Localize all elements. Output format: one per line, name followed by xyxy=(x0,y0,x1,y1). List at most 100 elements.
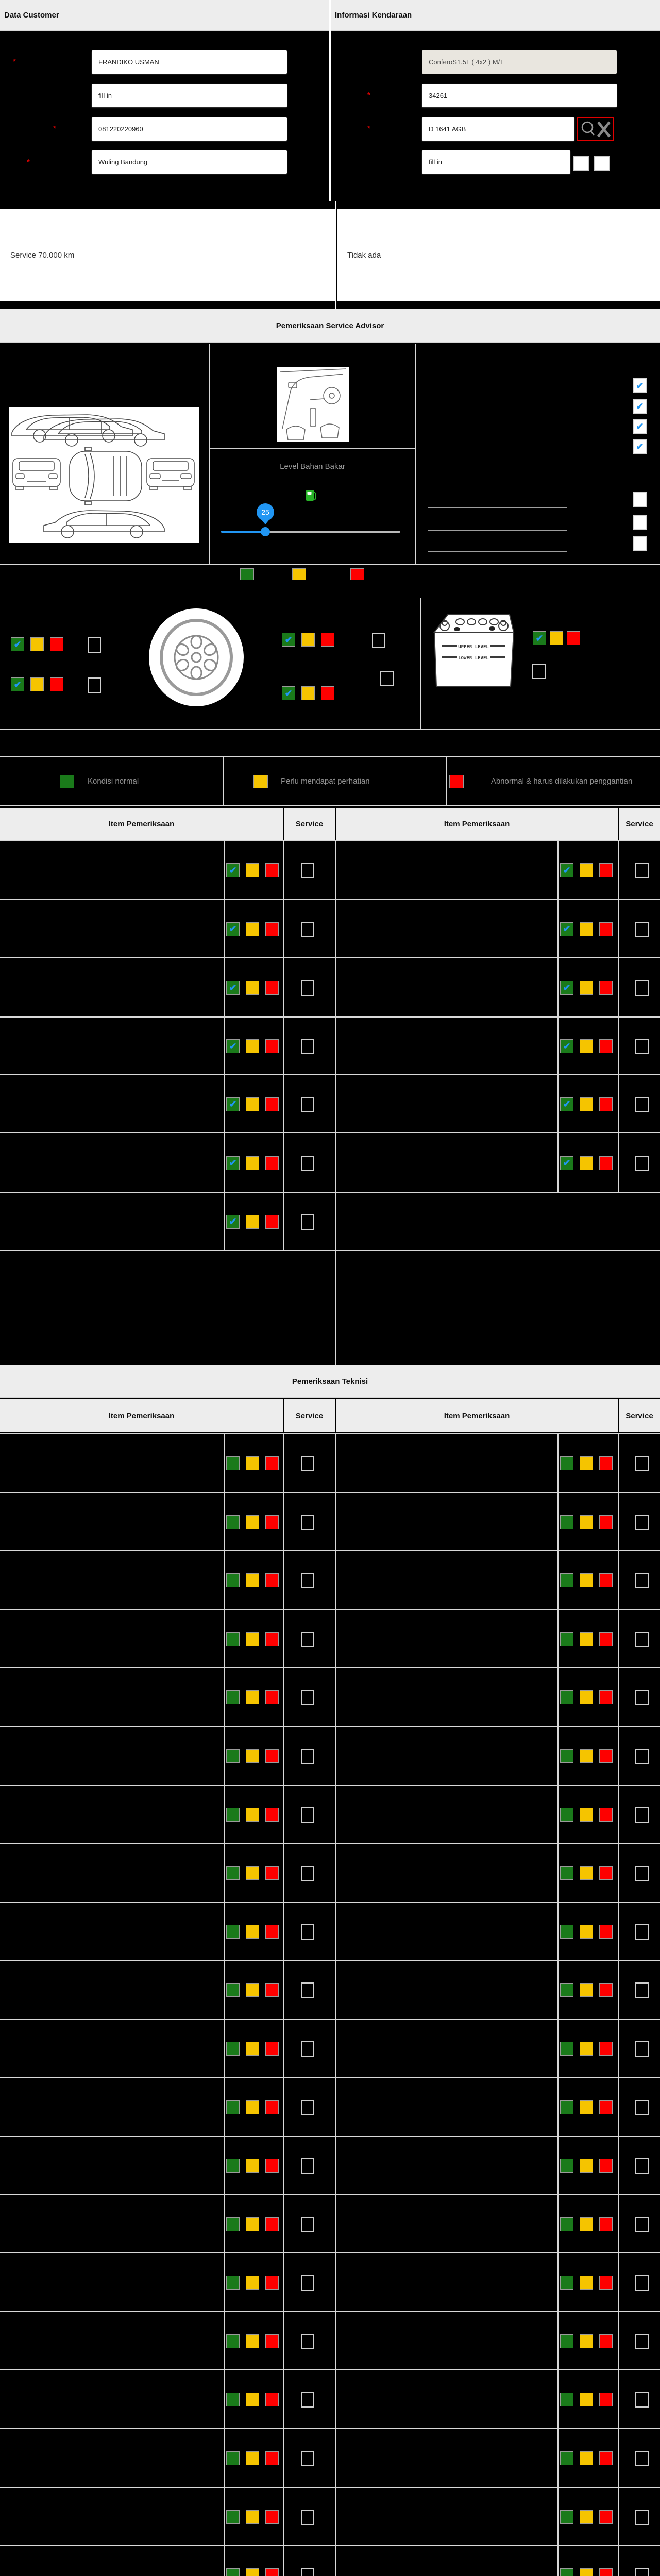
status-box[interactable] xyxy=(265,2042,279,2056)
status-box[interactable] xyxy=(246,1214,259,1229)
service-checkbox[interactable] xyxy=(635,1456,649,1471)
car-body-diagram[interactable] xyxy=(9,407,199,543)
status-box[interactable]: ✔ xyxy=(226,1214,240,1229)
service-checkbox[interactable] xyxy=(635,2041,649,2057)
status-box[interactable] xyxy=(580,2276,593,2290)
status-box[interactable] xyxy=(599,2451,613,2465)
status-box[interactable] xyxy=(265,1156,279,1170)
status-box[interactable] xyxy=(560,1807,573,1822)
status-box[interactable] xyxy=(550,631,563,645)
status-box[interactable] xyxy=(265,2334,279,2348)
complaint-textarea[interactable]: Tidak ada xyxy=(337,209,660,301)
status-box[interactable] xyxy=(560,1924,573,1939)
status-box[interactable]: ✔ xyxy=(226,1097,240,1111)
vehicle-plate-input[interactable]: D 1641 AGB xyxy=(422,117,574,141)
service-checkbox[interactable] xyxy=(635,1096,649,1112)
service-checkbox[interactable] xyxy=(635,2099,649,2115)
status-box[interactable]: ✔ xyxy=(560,1097,573,1111)
checklist-checkbox[interactable]: ✔ xyxy=(633,378,647,393)
service-checkbox[interactable] xyxy=(635,2216,649,2232)
service-checkbox[interactable] xyxy=(301,1866,314,1881)
status-box[interactable] xyxy=(246,1097,259,1111)
status-box[interactable] xyxy=(580,2510,593,2524)
status-box[interactable]: ✔ xyxy=(533,631,546,645)
status-box[interactable] xyxy=(246,2510,259,2524)
status-box[interactable] xyxy=(265,863,279,877)
status-box[interactable] xyxy=(265,1515,279,1529)
status-box[interactable] xyxy=(246,2451,259,2465)
status-box[interactable] xyxy=(246,1983,259,1997)
status-box[interactable] xyxy=(246,2393,259,2406)
status-box[interactable] xyxy=(265,980,279,995)
service-checkbox[interactable] xyxy=(635,2333,649,2349)
service-checkbox[interactable] xyxy=(301,2333,314,2349)
service-checkbox[interactable] xyxy=(635,2509,649,2525)
customer-address-input[interactable]: fill in xyxy=(92,84,287,107)
status-box[interactable] xyxy=(560,2042,573,2056)
status-box[interactable] xyxy=(246,1039,259,1053)
status-box[interactable] xyxy=(226,1807,240,1822)
status-box[interactable] xyxy=(226,1866,240,1880)
status-box[interactable] xyxy=(599,1807,613,1822)
status-box[interactable] xyxy=(246,2100,259,2114)
tire-service-checkbox[interactable] xyxy=(372,633,385,648)
service-checkbox[interactable] xyxy=(301,2216,314,2232)
status-box[interactable] xyxy=(246,1156,259,1170)
service-checkbox[interactable] xyxy=(301,1573,314,1588)
service-checkbox[interactable] xyxy=(301,2158,314,2174)
status-box[interactable] xyxy=(226,2159,240,2173)
service-checkbox[interactable] xyxy=(301,1514,314,1530)
fuel-slider-track[interactable] xyxy=(221,531,400,533)
checklist-checkbox[interactable]: ✔ xyxy=(633,399,647,414)
status-box[interactable] xyxy=(246,2042,259,2056)
status-box[interactable] xyxy=(246,1515,259,1529)
status-box[interactable] xyxy=(560,2334,573,2348)
status-box[interactable] xyxy=(265,2510,279,2524)
status-box[interactable] xyxy=(226,2334,240,2348)
status-box[interactable]: ✔ xyxy=(560,863,573,877)
service-request-textarea[interactable]: Service 70.000 km xyxy=(0,209,335,301)
status-box[interactable] xyxy=(560,1456,573,1470)
status-box[interactable] xyxy=(265,2451,279,2465)
service-checkbox[interactable] xyxy=(301,1096,314,1112)
status-box[interactable]: ✔ xyxy=(282,633,295,647)
service-checkbox[interactable] xyxy=(635,1155,649,1171)
service-checkbox[interactable] xyxy=(301,980,314,996)
battery-service-checkbox[interactable] xyxy=(532,664,546,679)
service-checkbox[interactable] xyxy=(301,1749,314,1764)
status-box[interactable] xyxy=(560,1573,573,1587)
car-interior-diagram[interactable] xyxy=(277,367,349,442)
status-box[interactable] xyxy=(246,1632,259,1646)
status-box[interactable] xyxy=(580,1749,593,1763)
service-checkbox[interactable] xyxy=(301,2509,314,2525)
status-box[interactable] xyxy=(226,2510,240,2524)
customer-phone-input[interactable]: 081220220960 xyxy=(92,117,287,141)
status-box[interactable] xyxy=(580,2568,593,2576)
status-box[interactable] xyxy=(265,1573,279,1587)
status-box[interactable] xyxy=(246,922,259,936)
service-checkbox[interactable] xyxy=(301,1924,314,1940)
status-box[interactable] xyxy=(580,1156,593,1170)
status-box[interactable] xyxy=(580,2451,593,2465)
status-box[interactable] xyxy=(580,1097,593,1111)
status-box[interactable] xyxy=(265,2159,279,2173)
status-box[interactable] xyxy=(599,2510,613,2524)
status-box[interactable]: ✔ xyxy=(226,1156,240,1170)
status-box[interactable] xyxy=(246,2334,259,2348)
status-box[interactable]: ✔ xyxy=(560,1156,573,1170)
status-box[interactable] xyxy=(580,2100,593,2114)
service-checkbox[interactable] xyxy=(635,862,649,878)
service-checkbox[interactable] xyxy=(635,2451,649,2466)
status-box[interactable] xyxy=(226,1632,240,1646)
status-box[interactable] xyxy=(246,2217,259,2231)
service-checkbox[interactable] xyxy=(301,1456,314,1471)
status-box[interactable] xyxy=(599,1456,613,1470)
service-checkbox[interactable] xyxy=(301,2392,314,2408)
status-box[interactable] xyxy=(226,2276,240,2290)
service-checkbox[interactable] xyxy=(635,2158,649,2174)
status-box[interactable] xyxy=(599,1097,613,1111)
status-box[interactable]: ✔ xyxy=(11,637,24,651)
status-box[interactable] xyxy=(580,2159,593,2173)
vehicle-vin-input[interactable]: fill in xyxy=(422,150,570,174)
status-box[interactable] xyxy=(265,1632,279,1646)
